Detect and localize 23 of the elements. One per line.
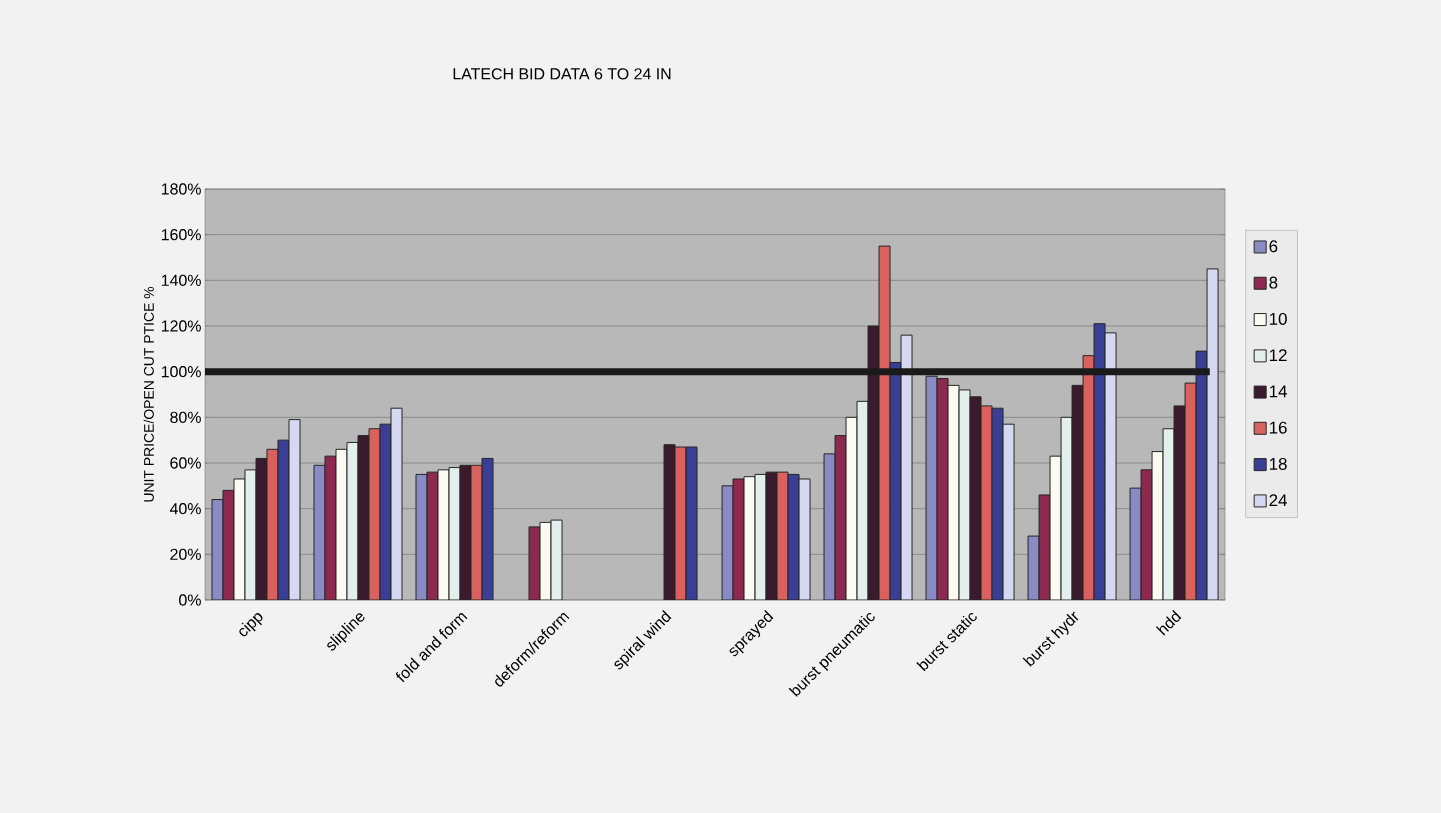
legend-label: 18 — [1269, 457, 1287, 470]
y-tick-label: 20% — [170, 548, 201, 560]
x-tick-label: cipp — [239, 613, 263, 637]
legend-label: 12 — [1269, 349, 1287, 362]
legend-label: 14 — [1269, 385, 1287, 398]
legend-label: 24 — [1269, 494, 1287, 507]
legend-label: 10 — [1269, 312, 1287, 325]
y-tick-label: 160% — [161, 229, 201, 241]
y-tick-label: 140% — [161, 274, 201, 286]
y-tick-label: 180% — [161, 183, 201, 195]
x-tick-label: fold and form — [395, 613, 468, 683]
chart-title: LATECH BID DATA 6 TO 24 IN — [453, 68, 671, 80]
x-tick-label: hdd — [1156, 609, 1182, 636]
legend-label: 6 — [1269, 240, 1278, 253]
legend-label: 16 — [1269, 421, 1287, 434]
y-tick-label: 120% — [161, 320, 201, 332]
y-tick-label: 100% — [161, 366, 201, 378]
y-tick-label: 40% — [169, 503, 201, 515]
y-tick-label: 0% — [179, 594, 201, 606]
y-tick-label: 60% — [170, 457, 201, 469]
legend-label: 8 — [1269, 276, 1278, 289]
y-tick-label: 80% — [170, 411, 201, 423]
y-axis-title: UNIT PRICE/OPEN CUT PTICE % — [143, 286, 154, 502]
